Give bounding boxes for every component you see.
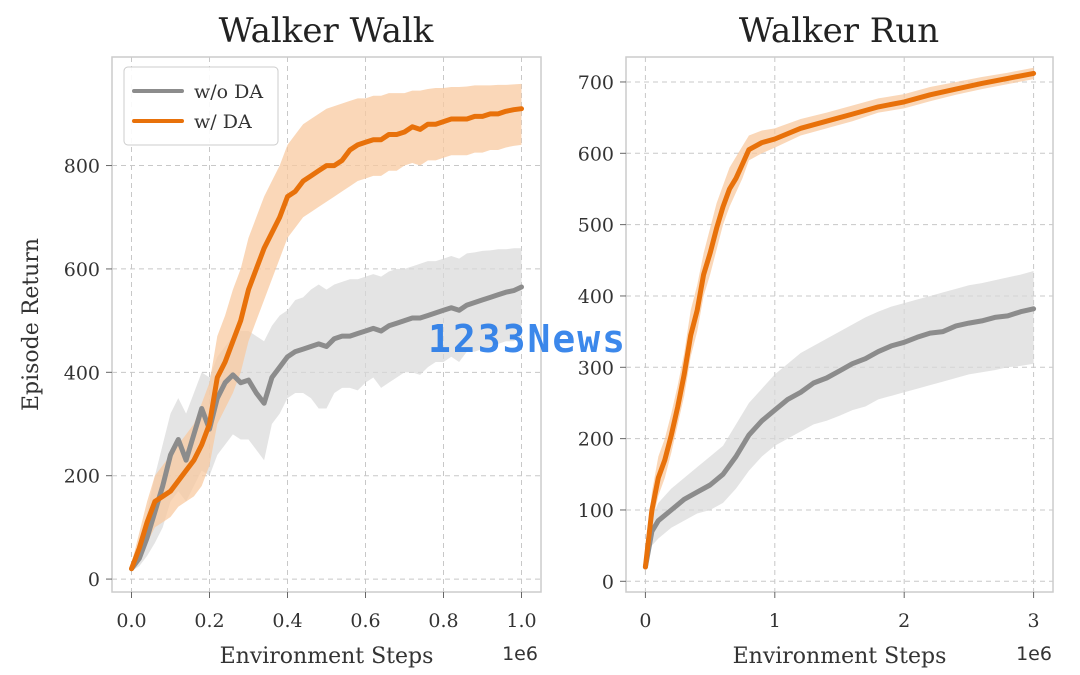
y-tick-label: 200	[578, 429, 614, 451]
x-axis-label: Environment Steps	[733, 644, 947, 669]
x-tick-label: 0.6	[350, 610, 380, 632]
with-da-line	[129, 106, 524, 572]
plot-frame	[111, 56, 542, 593]
with-da-line	[642, 70, 1037, 570]
y-tick-label: 400	[578, 286, 614, 308]
y-tick-label: 0	[88, 569, 100, 591]
x-tick-label: 0	[639, 610, 651, 632]
y-tick-label: 800	[64, 156, 100, 178]
x-tick-label: 0.8	[428, 610, 458, 632]
y-tick-label: 600	[64, 259, 100, 281]
x-tick-label: 3	[1028, 610, 1040, 632]
x-tick-label: 0.0	[116, 610, 146, 632]
chart-title: Walker Walk	[219, 11, 434, 51]
legend-label: w/ DA	[194, 111, 252, 133]
y-tick-label: 500	[578, 215, 614, 237]
without-da-confidence-band	[131, 248, 522, 572]
chart-title: Walker Run	[739, 11, 939, 51]
walker-run-panel: 0 100 200 300 400 500 600 700 0 1 2 3 Walker Run Envi…	[578, 11, 1054, 669]
x-offset-label: 1e6	[1016, 643, 1052, 665]
x-tick-label: 1	[769, 610, 781, 632]
y-tick-label: 700	[578, 72, 614, 94]
y-tick-label: 400	[64, 362, 100, 384]
without-da-line	[129, 284, 524, 572]
x-tick-label: 0.2	[194, 610, 224, 632]
watermark: 1233News	[428, 317, 627, 361]
x-tick-label: 2	[898, 610, 910, 632]
x-tick-label: 1.0	[506, 610, 536, 632]
legend-box	[123, 66, 279, 146]
x-axis-label: Environment Steps	[220, 644, 434, 669]
with-da-confidence-band	[131, 83, 522, 572]
y-tick-label: 200	[64, 466, 100, 488]
x-tick-label: 0.4	[272, 610, 302, 632]
legend-label: w/o DA	[194, 81, 263, 103]
x-offset-label: 1e6	[502, 643, 538, 665]
plot-frame	[625, 56, 1054, 593]
y-tick-label: 600	[578, 143, 614, 165]
without-da-confidence-band	[645, 271, 1034, 571]
without-da-line	[642, 306, 1037, 570]
y-axis-label: Episode Return	[19, 238, 44, 411]
y-tick-label: 300	[578, 357, 614, 379]
y-tick-label: 0	[602, 571, 614, 593]
y-tick-label: 100	[578, 500, 614, 522]
walker-walk-panel: 0 200 400 600 800 0.0 0.2 0.4 0.6 0.8 1.0 Walker Wa…	[19, 11, 542, 669]
